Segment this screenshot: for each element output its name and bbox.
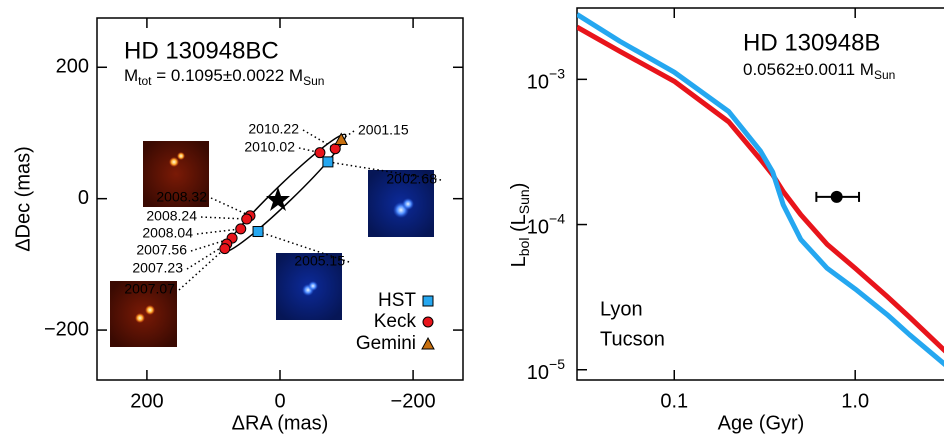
- epoch-label: 2007.56: [136, 242, 187, 258]
- legend-label: Keck: [374, 311, 417, 332]
- tick-base: 10: [527, 72, 549, 94]
- epoch-label: 2001.15: [358, 122, 409, 138]
- leader-line: [196, 228, 241, 235]
- x-tick-label: 0.1: [660, 390, 688, 412]
- subtitle: Mtot = 0.1095±0.0022 MSun: [124, 66, 324, 88]
- legend-label: Tucson: [600, 328, 665, 350]
- epoch-label: 2005.15: [294, 253, 345, 269]
- plot-area: [577, 12, 944, 367]
- leader-line: [302, 129, 336, 150]
- tick-exponent: −3: [549, 65, 565, 81]
- marker: [252, 226, 264, 238]
- leader-line: [186, 243, 228, 270]
- chart-title: HD 130948B: [743, 29, 880, 56]
- marker: [329, 143, 341, 155]
- tick-base: 10: [527, 362, 549, 384]
- epoch-label: 2010.02: [244, 139, 295, 155]
- line-series: [577, 12, 944, 367]
- thumbnail: [368, 170, 434, 237]
- legend-label: Gemini: [356, 333, 416, 354]
- marker: [219, 243, 231, 255]
- y-tick-label: −200: [44, 318, 89, 340]
- x-tick-label: 200: [130, 390, 163, 412]
- tick-exponent: −4: [549, 210, 565, 226]
- marker: [235, 223, 247, 235]
- marker: [334, 132, 349, 146]
- marker: [314, 147, 326, 159]
- marker: [322, 156, 334, 168]
- x-tick-label: 1.0: [841, 390, 869, 412]
- legend-marker: [422, 316, 434, 328]
- chart-title: HD 130948BC: [124, 37, 279, 64]
- tick-exponent: −5: [549, 355, 565, 371]
- epoch-label: 2002.68: [386, 171, 437, 187]
- epoch-label: 2007.23: [132, 260, 183, 276]
- x-axis-label: ΔRA (mas): [232, 412, 329, 434]
- y-tick-label: 10−4: [527, 210, 565, 239]
- epoch-label: 2010.22: [248, 121, 299, 137]
- plot-frame: [576, 7, 944, 381]
- leader-line: [210, 197, 251, 217]
- y-tick-label: 200: [56, 56, 89, 78]
- leader-line: [327, 161, 442, 181]
- leader-line: [178, 248, 226, 291]
- epoch-label: 2008.32: [156, 189, 207, 205]
- leader-line: [200, 216, 247, 220]
- thumbnail: [143, 141, 209, 207]
- subtitle: 0.0562±0.0011 MSun: [743, 60, 895, 82]
- center-of-mass: [266, 187, 290, 211]
- y-tick-label: 10−5: [527, 355, 565, 384]
- x-tick-label: −200: [391, 390, 436, 412]
- legend-marker: [422, 295, 434, 307]
- legend-label: Lyon: [600, 298, 643, 320]
- epoch-label: 2008.24: [146, 208, 197, 224]
- data-point: [830, 190, 843, 203]
- y-axis-label: ΔDec (mas): [12, 146, 34, 252]
- marker: [241, 213, 253, 225]
- x-axis-label: Age (Gyr): [718, 412, 805, 434]
- line-series: [577, 24, 944, 354]
- thumbnail: [276, 253, 342, 320]
- legend-marker: [421, 336, 435, 350]
- tick-base: 10: [527, 217, 549, 239]
- epoch-label: 2007.07: [124, 281, 175, 297]
- y-tick-label: 0: [78, 187, 89, 209]
- legend-label: HST: [378, 290, 416, 311]
- y-tick-label: 10−3: [527, 65, 565, 94]
- epoch-label: 2008.04: [142, 225, 193, 241]
- x-tick-label: 0: [274, 390, 285, 412]
- thumbnail: [110, 281, 177, 347]
- y-axis-label: Lbol (LSun): [508, 183, 531, 268]
